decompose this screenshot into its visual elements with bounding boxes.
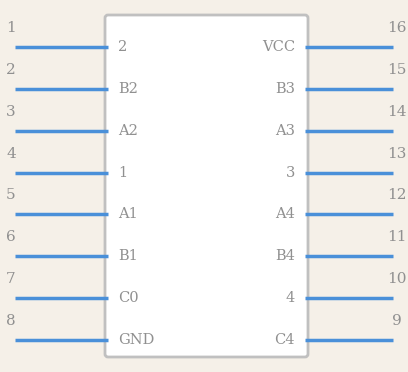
Text: GND: GND (118, 333, 154, 347)
Text: 13: 13 (387, 147, 407, 161)
Text: 14: 14 (387, 105, 407, 119)
Text: A4: A4 (275, 208, 295, 221)
Text: 3: 3 (6, 105, 16, 119)
Text: 1: 1 (118, 166, 127, 180)
Text: 12: 12 (387, 189, 407, 202)
Text: 4: 4 (6, 147, 16, 161)
Text: A1: A1 (118, 208, 138, 221)
Text: 9: 9 (392, 314, 402, 328)
Text: 11: 11 (387, 230, 407, 244)
Text: A2: A2 (118, 124, 138, 138)
Text: VCC: VCC (262, 40, 295, 54)
Text: 10: 10 (387, 272, 407, 286)
Text: 5: 5 (6, 189, 16, 202)
Text: 3: 3 (286, 166, 295, 180)
FancyBboxPatch shape (105, 15, 308, 357)
Text: C0: C0 (118, 291, 139, 305)
Text: B2: B2 (118, 82, 138, 96)
Text: 2: 2 (6, 63, 16, 77)
Text: 6: 6 (6, 230, 16, 244)
Text: 15: 15 (387, 63, 407, 77)
Text: B4: B4 (275, 249, 295, 263)
Text: C4: C4 (275, 333, 295, 347)
Text: 8: 8 (6, 314, 16, 328)
Text: B3: B3 (275, 82, 295, 96)
Text: A3: A3 (275, 124, 295, 138)
Text: 4: 4 (286, 291, 295, 305)
Text: 2: 2 (118, 40, 127, 54)
Text: B1: B1 (118, 249, 138, 263)
Text: 1: 1 (6, 21, 16, 35)
Text: 16: 16 (387, 21, 407, 35)
Text: 7: 7 (6, 272, 16, 286)
